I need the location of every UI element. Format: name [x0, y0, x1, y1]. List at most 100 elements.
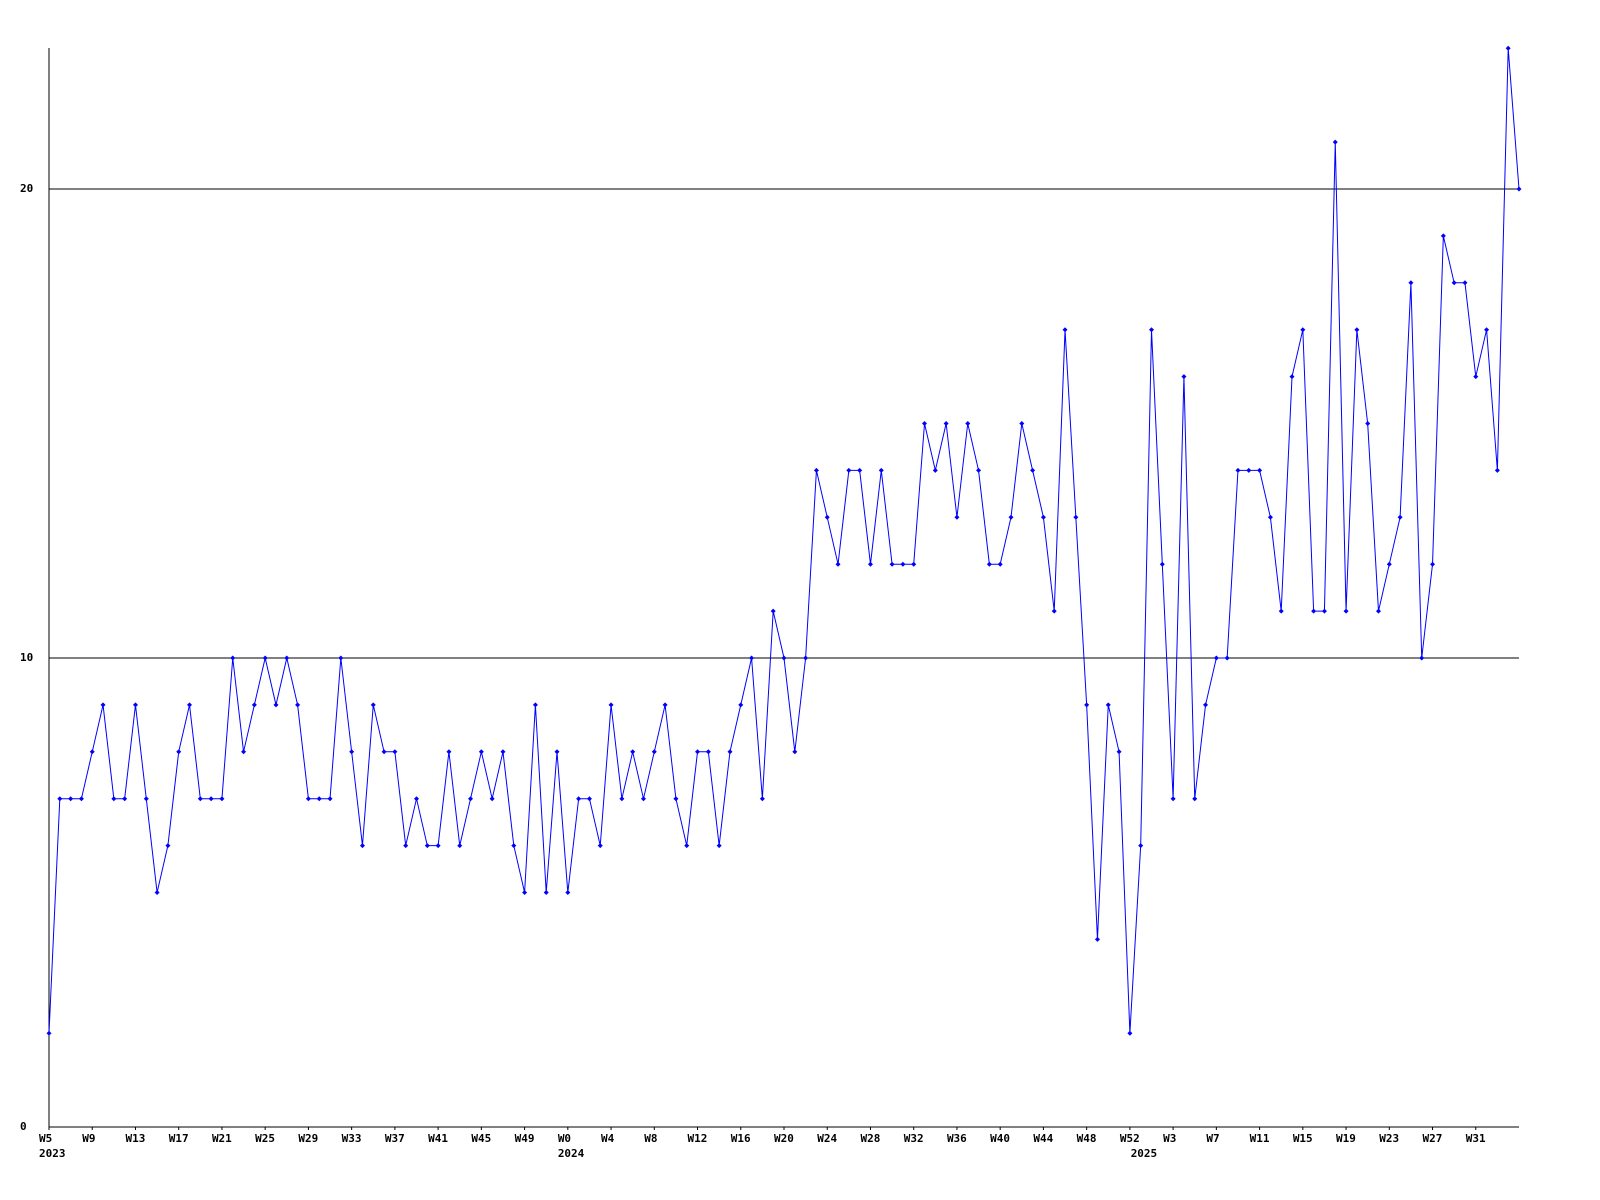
- data-point: [511, 843, 517, 849]
- data-point: [1030, 467, 1036, 473]
- data-point: [857, 467, 863, 473]
- data-point: [1321, 608, 1327, 614]
- data-point: [619, 796, 625, 802]
- data-point: [651, 749, 657, 755]
- data-point: [197, 796, 203, 802]
- data-point: [976, 467, 982, 473]
- data-point: [738, 702, 744, 708]
- data-point: [900, 561, 906, 567]
- data-point: [1062, 327, 1068, 333]
- data-point: [230, 655, 236, 661]
- data-point: [932, 467, 938, 473]
- data-point: [835, 561, 841, 567]
- data-point: [424, 843, 430, 849]
- data-point: [251, 702, 257, 708]
- data-point: [695, 749, 701, 755]
- data-point: [208, 796, 214, 802]
- data-point: [68, 796, 74, 802]
- year-label: 2023: [39, 1147, 66, 1160]
- data-point: [1224, 655, 1230, 661]
- x-tick-label: W3: [1163, 1132, 1176, 1145]
- data-point: [359, 843, 365, 849]
- data-point: [1127, 1030, 1133, 1036]
- data-point: [803, 655, 809, 661]
- data-point: [295, 702, 301, 708]
- data-point: [1267, 514, 1273, 520]
- data-point: [1484, 327, 1490, 333]
- x-tick-label: W4: [601, 1132, 615, 1145]
- data-point: [1365, 421, 1371, 426]
- data-point: [1040, 514, 1046, 520]
- data-point: [100, 702, 106, 708]
- data-point: [1094, 936, 1100, 942]
- data-point: [749, 655, 755, 661]
- data-point: [565, 890, 571, 895]
- data-point: [435, 843, 441, 849]
- x-tick-label: W40: [990, 1132, 1010, 1145]
- data-point: [1494, 467, 1500, 473]
- data-point: [241, 749, 247, 755]
- x-tick-label: W19: [1336, 1132, 1356, 1145]
- data-point: [716, 843, 722, 849]
- data-point: [1419, 655, 1425, 661]
- x-tick-label: W24: [817, 1132, 837, 1145]
- data-point: [478, 749, 484, 755]
- data-point: [414, 796, 419, 802]
- data-point: [889, 561, 895, 567]
- data-point: [813, 467, 819, 473]
- data-point: [532, 702, 538, 708]
- data-point: [111, 796, 117, 802]
- x-tick-label: W0: [558, 1132, 571, 1145]
- data-point: [1278, 608, 1284, 614]
- data-point: [1462, 280, 1468, 286]
- x-tick-label: W20: [774, 1132, 794, 1145]
- x-tick-label: W21: [212, 1132, 232, 1145]
- data-point: [543, 890, 549, 895]
- data-point: [457, 843, 463, 849]
- data-point: [1019, 421, 1025, 426]
- data-point: [219, 796, 225, 802]
- data-point: [608, 702, 614, 708]
- x-tick-label: W9: [82, 1132, 95, 1145]
- data-point: [673, 796, 679, 802]
- data-point: [500, 749, 506, 755]
- x-tick-label: W8: [644, 1132, 657, 1145]
- data-point: [630, 749, 636, 755]
- data-point: [727, 749, 733, 755]
- data-point: [1138, 843, 1144, 849]
- data-line: [48, 48, 1520, 1034]
- x-tick-label: W49: [515, 1132, 535, 1145]
- x-tick-label: W36: [947, 1132, 967, 1145]
- data-point: [662, 702, 668, 708]
- data-point: [954, 514, 960, 520]
- data-point: [154, 890, 160, 895]
- data-point: [392, 749, 398, 755]
- data-point: [327, 796, 333, 802]
- x-tick-label: W32: [904, 1132, 924, 1145]
- data-point: [986, 561, 992, 567]
- data-point: [305, 796, 311, 802]
- data-point: [468, 796, 474, 802]
- y-tick-label: 20: [20, 182, 33, 195]
- data-point: [943, 421, 949, 426]
- data-point: [781, 655, 787, 661]
- x-tick-label: W13: [125, 1132, 145, 1145]
- x-tick-label: W44: [1033, 1132, 1053, 1145]
- year-label: 2024: [558, 1147, 585, 1160]
- data-point: [349, 749, 355, 755]
- data-point: [273, 702, 279, 708]
- data-point: [576, 796, 582, 802]
- data-point: [1246, 467, 1252, 473]
- y-tick-label: 0: [20, 1120, 27, 1133]
- data-point: [316, 796, 322, 802]
- data-point: [922, 421, 928, 426]
- x-tick-label: W33: [342, 1132, 362, 1145]
- data-point: [911, 561, 917, 567]
- y-tick-label: 10: [20, 651, 33, 664]
- data-point: [1289, 374, 1295, 380]
- x-tick-label: W23: [1379, 1132, 1399, 1145]
- data-point: [338, 655, 344, 661]
- data-point: [1397, 514, 1403, 520]
